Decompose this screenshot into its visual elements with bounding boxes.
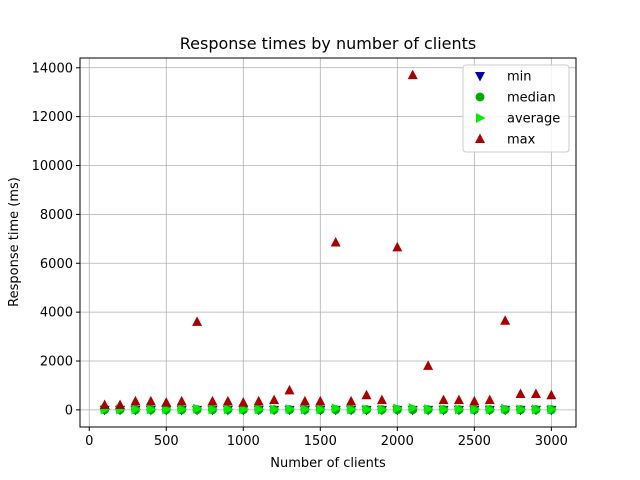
legend-marker-max xyxy=(475,133,485,143)
average-point xyxy=(193,403,203,414)
max-point xyxy=(115,399,126,410)
y-tick-label: 8000 xyxy=(40,208,73,223)
average-point xyxy=(162,404,172,415)
average-point xyxy=(208,404,218,415)
max-point xyxy=(207,395,218,406)
average-point xyxy=(485,404,496,415)
average-point xyxy=(331,403,342,414)
average-point xyxy=(408,402,419,413)
y-tick-label: 2000 xyxy=(40,355,73,370)
max-point xyxy=(546,389,557,400)
series-average xyxy=(100,402,557,415)
max-point xyxy=(145,395,156,406)
average-point xyxy=(470,404,480,415)
y-tick-label: 10000 xyxy=(32,159,73,174)
max-point xyxy=(299,395,310,406)
x-tick-label: 2000 xyxy=(381,434,414,449)
max-point xyxy=(376,394,387,405)
legend-label-median: median xyxy=(507,91,556,106)
max-point xyxy=(253,395,264,406)
max-point xyxy=(269,394,280,405)
max-point xyxy=(192,316,203,326)
max-point xyxy=(515,388,526,399)
legend-marker-median xyxy=(475,92,485,102)
legend-label-max: max xyxy=(507,133,536,148)
average-point xyxy=(347,404,357,415)
plot-frame xyxy=(79,57,577,428)
axis-ticks: 0 500 1000 1500 2000 2500 3000 0 2000 4000 6000 800… xyxy=(32,61,568,449)
legend-box xyxy=(462,64,570,153)
average-point xyxy=(285,404,295,415)
max-point xyxy=(423,360,434,370)
average-point xyxy=(131,404,141,415)
max-point xyxy=(315,395,326,406)
max-point xyxy=(330,237,341,247)
y-tick-label: 14000 xyxy=(32,61,73,76)
average-point xyxy=(239,404,249,415)
average-point xyxy=(270,404,280,415)
average-point xyxy=(424,404,434,415)
legend: min median average max xyxy=(462,64,570,153)
average-point xyxy=(146,404,157,415)
average-point xyxy=(454,404,465,415)
max-point xyxy=(407,69,418,80)
x-tick-label: 500 xyxy=(154,434,179,449)
average-point xyxy=(393,403,403,414)
max-point xyxy=(392,241,403,252)
max-point xyxy=(346,395,357,406)
average-point xyxy=(501,403,511,414)
average-point xyxy=(177,404,188,415)
max-point xyxy=(453,394,464,405)
x-tick-label: 2500 xyxy=(458,434,491,449)
y-axis-label: Response time (ms) xyxy=(7,177,22,307)
max-point xyxy=(284,384,295,395)
max-point xyxy=(469,395,480,406)
max-point xyxy=(500,315,511,325)
max-point xyxy=(176,395,187,406)
max-point xyxy=(222,395,233,406)
average-point xyxy=(223,404,234,415)
max-point xyxy=(438,394,449,405)
average-point xyxy=(439,404,450,415)
chart-title: Response times by number of clients xyxy=(180,34,477,53)
average-point xyxy=(300,404,311,415)
x-tick-label: 1000 xyxy=(227,434,260,449)
average-point xyxy=(531,404,542,415)
max-point xyxy=(130,395,141,406)
average-point xyxy=(516,404,527,415)
legend-label-min: min xyxy=(507,70,532,85)
max-point xyxy=(99,399,110,410)
x-tick-label: 3000 xyxy=(535,434,568,449)
max-point xyxy=(238,397,249,407)
y-tick-label: 0 xyxy=(65,403,73,418)
max-point xyxy=(361,389,372,400)
y-tick-label: 6000 xyxy=(40,257,73,272)
series-max xyxy=(99,69,557,410)
average-point xyxy=(377,404,388,415)
max-point xyxy=(530,388,541,399)
average-point xyxy=(547,404,557,415)
y-tick-label: 12000 xyxy=(32,110,73,125)
legend-marker-min xyxy=(475,72,485,82)
x-tick-label: 1500 xyxy=(304,434,337,449)
average-point xyxy=(316,404,326,415)
average-point xyxy=(254,404,265,415)
average-point xyxy=(362,404,373,415)
max-point xyxy=(161,397,172,407)
y-tick-label: 4000 xyxy=(40,306,73,321)
data-points xyxy=(99,69,557,416)
legend-marker-average xyxy=(476,113,486,123)
x-axis-label: Number of clients xyxy=(270,456,386,471)
max-point xyxy=(484,394,495,405)
legend-label-average: average xyxy=(507,112,560,127)
x-tick-label: 0 xyxy=(85,434,93,449)
